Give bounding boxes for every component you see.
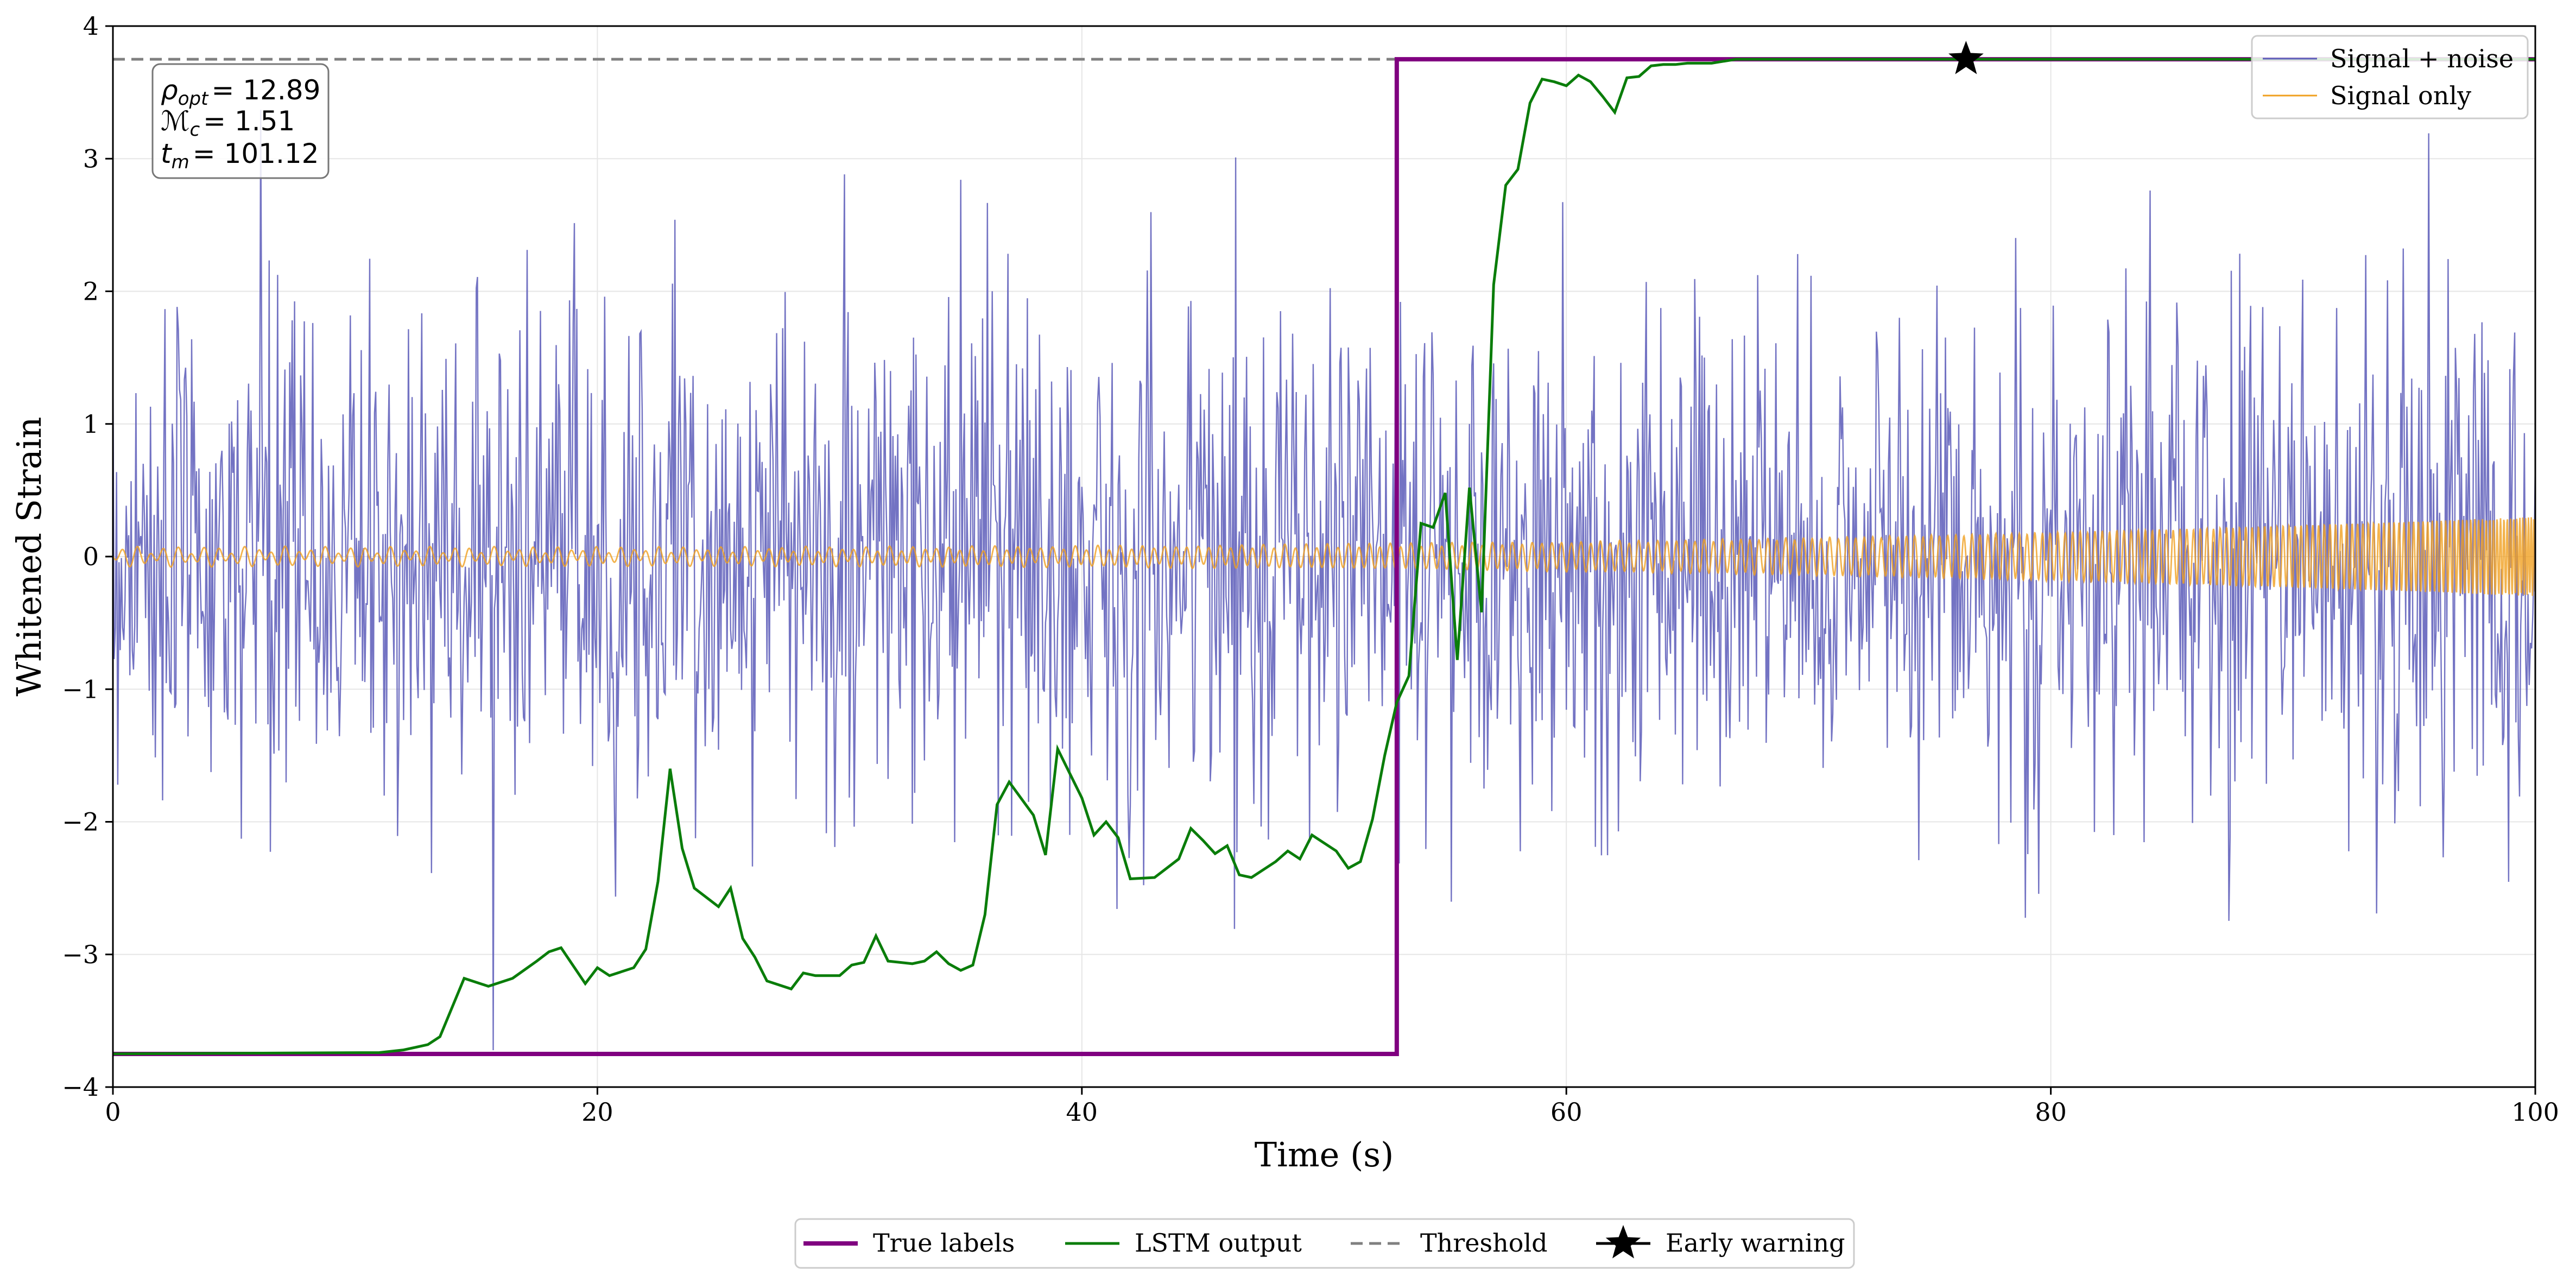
parameter-annotation: ρopt = 12.89 ℳc = 1.51 tm = 101.12 bbox=[151, 63, 330, 179]
series-lstm-output bbox=[113, 58, 2535, 1056]
chirp-mass-text: ℳc = 1.51 bbox=[161, 105, 295, 141]
x-tick-label: 20 bbox=[581, 1097, 613, 1127]
y-tick-label: −2 bbox=[62, 807, 99, 837]
early-warning-marker bbox=[1948, 41, 1984, 74]
y-axis-title: Whitened Strain bbox=[9, 417, 49, 697]
x-tick-label: 40 bbox=[1066, 1097, 1098, 1127]
y-axis: −4 −3 −2 −1 0 1 2 3 4 bbox=[62, 11, 113, 1102]
legend-label-threshold: Threshold bbox=[1420, 1228, 1548, 1258]
legend-bottom-box bbox=[794, 1218, 1855, 1269]
legend-top-right: Signal + noise Signal only bbox=[2251, 35, 2529, 119]
x-tick-label: 0 bbox=[105, 1097, 121, 1127]
plot-area bbox=[113, 41, 2535, 1056]
x-tick-label: 80 bbox=[2035, 1097, 2067, 1127]
legend-label-lstm-output: LSTM output bbox=[1135, 1228, 1302, 1258]
y-tick-label: 2 bbox=[83, 277, 99, 306]
y-tick-label: −1 bbox=[62, 674, 99, 704]
y-tick-label: 0 bbox=[83, 542, 99, 571]
legend-label-true-labels: True labels bbox=[873, 1228, 1015, 1258]
legend-bottom: True labels LSTM output Threshold Early … bbox=[794, 1218, 1855, 1269]
y-tick-label: −4 bbox=[62, 1072, 99, 1102]
y-tick-label: 4 bbox=[83, 11, 99, 41]
x-tick-label: 60 bbox=[1550, 1097, 1583, 1127]
rho-opt-text: ρopt = 12.89 bbox=[161, 74, 320, 110]
parameter-annotation-box bbox=[151, 63, 330, 179]
merger-time-text: tm = 101.12 bbox=[161, 138, 319, 173]
legend-top-right-box bbox=[2251, 35, 2529, 119]
series-signal-only bbox=[113, 517, 2535, 596]
legend-label-early-warning: Early warning bbox=[1666, 1228, 1845, 1258]
x-axis: 0 20 40 60 80 100 bbox=[105, 1087, 2559, 1127]
x-axis-title: Time (s) bbox=[1255, 1135, 1394, 1174]
y-tick-label: 3 bbox=[83, 144, 99, 173]
legend-label-signal-plus-noise: Signal + noise bbox=[2330, 44, 2514, 73]
y-tick-label: −3 bbox=[62, 940, 99, 969]
series-signal-plus-noise bbox=[113, 110, 2535, 1051]
legend-label-signal-only: Signal only bbox=[2330, 81, 2471, 110]
legend-swatch-early-warning-star bbox=[1605, 1225, 1641, 1259]
y-tick-label: 1 bbox=[83, 409, 99, 439]
x-tick-label: 100 bbox=[2511, 1097, 2559, 1127]
